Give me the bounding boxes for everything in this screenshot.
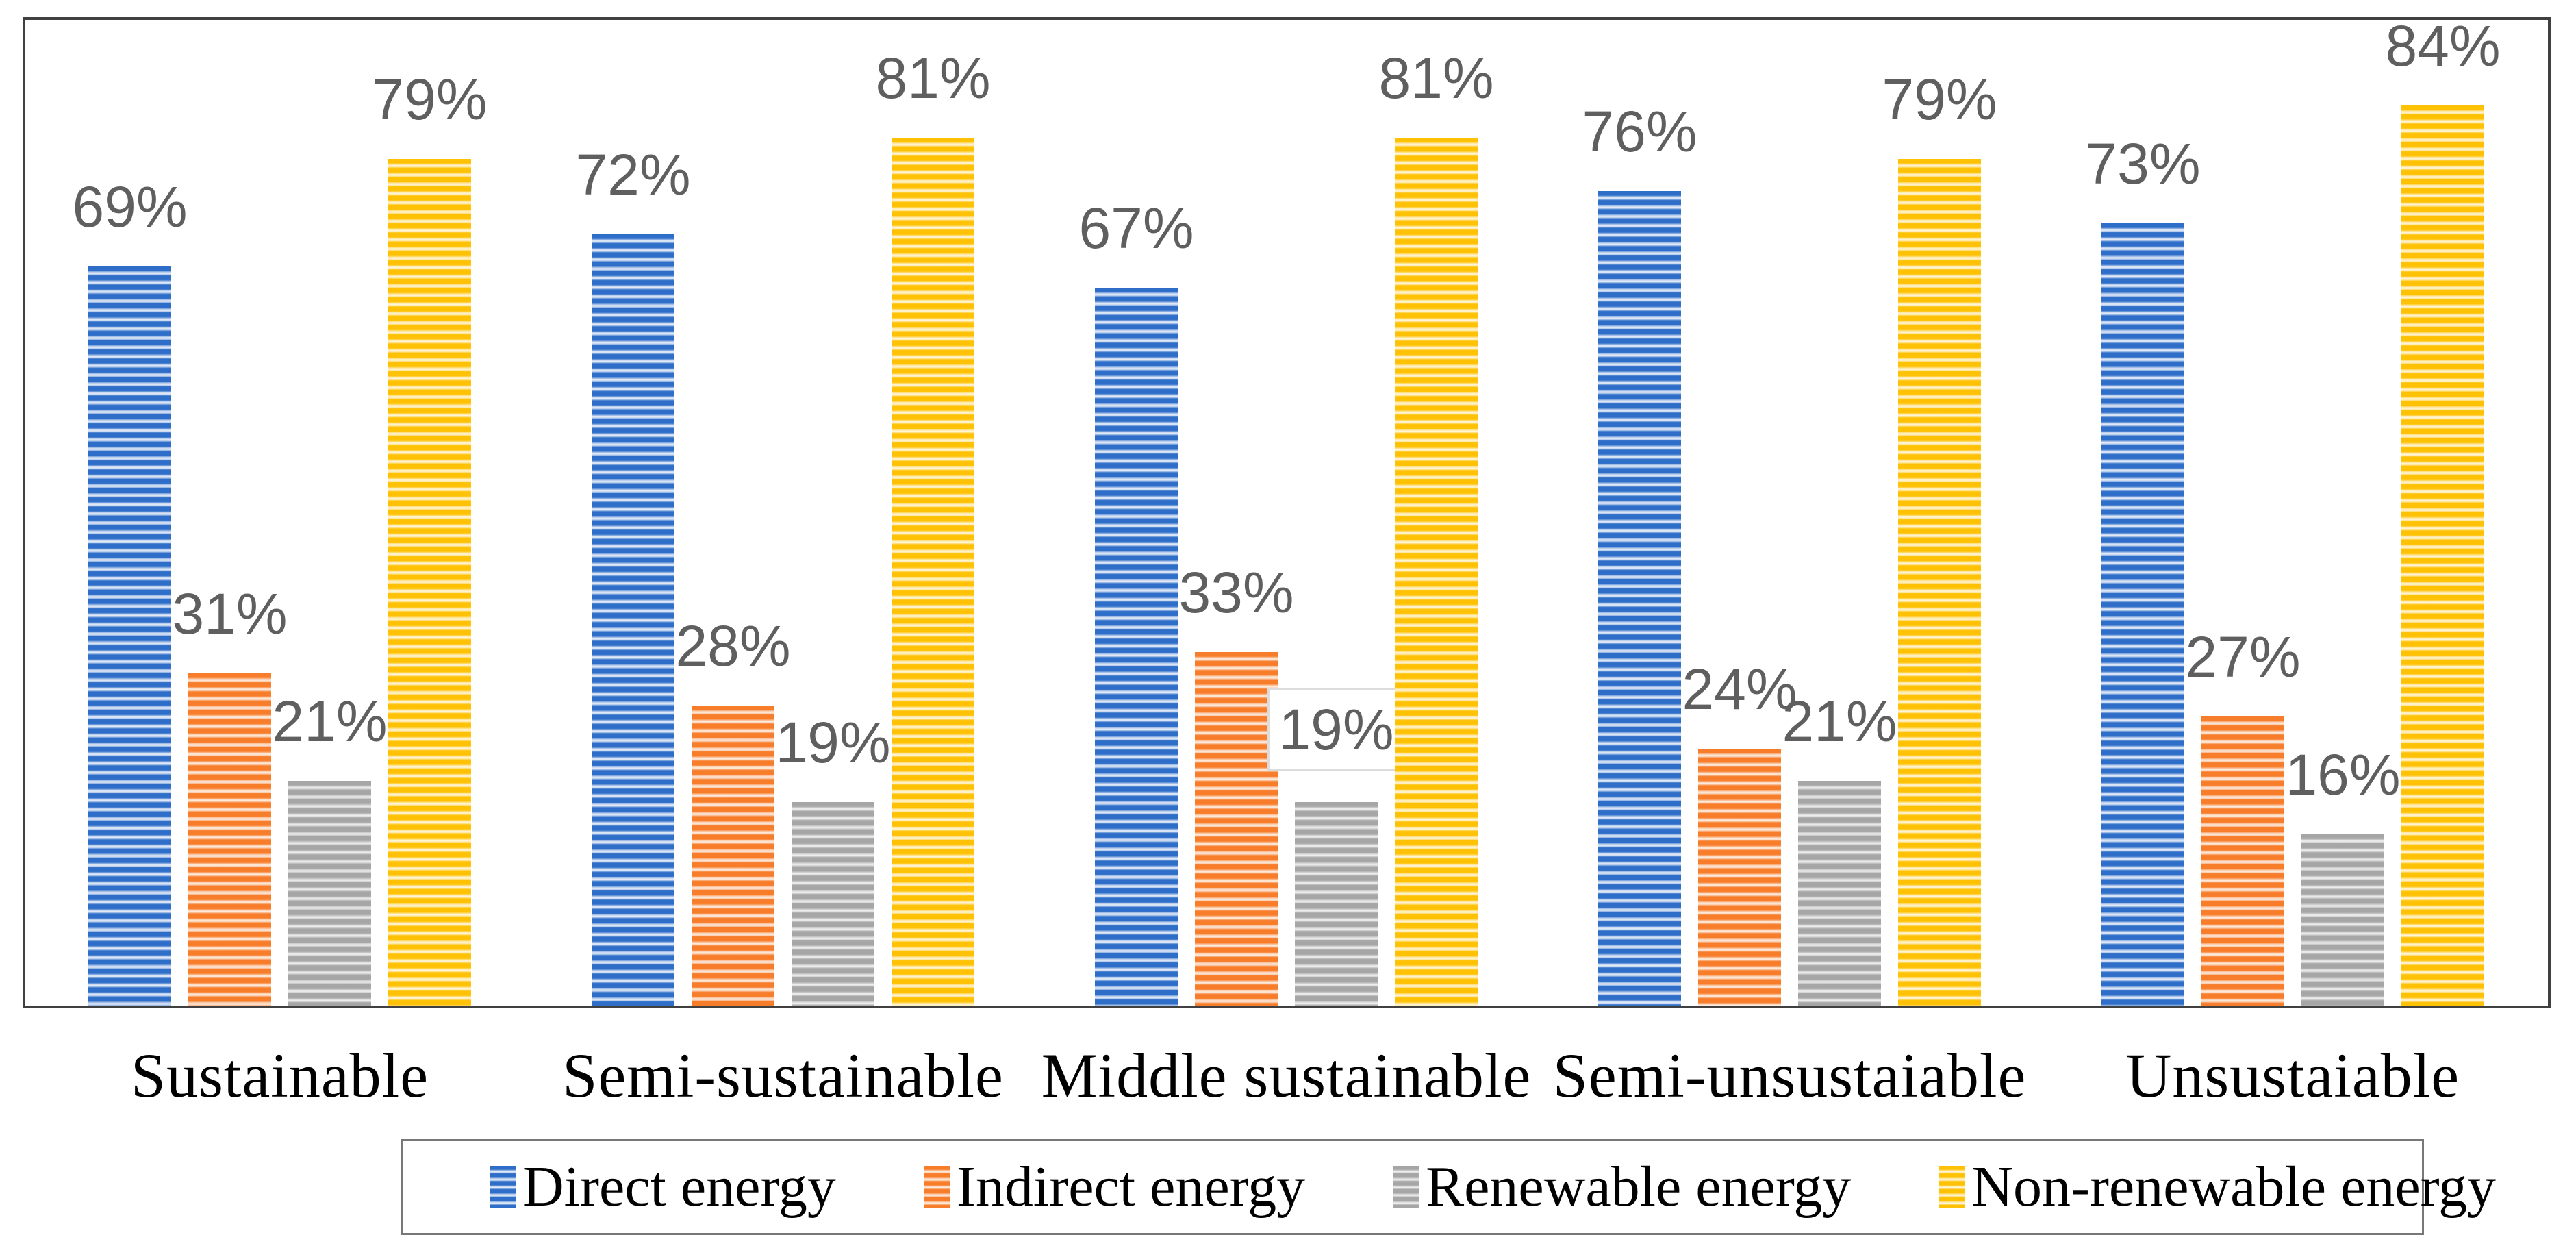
- bar: [1898, 159, 1981, 1006]
- data-label: 21%: [1782, 689, 1897, 753]
- bar: [2301, 834, 2384, 1006]
- bar: [1698, 749, 1781, 1006]
- bar: [2101, 223, 2184, 1006]
- data-label: 72%: [575, 142, 691, 207]
- data-label: 31%: [172, 582, 288, 646]
- legend-item: Non-renewable energy: [1939, 1158, 2496, 1216]
- legend-label: Renewable energy: [1426, 1155, 1852, 1219]
- data-label: 79%: [1882, 67, 1997, 132]
- data-label: 79%: [372, 67, 488, 132]
- legend-label: Indirect energy: [956, 1155, 1306, 1219]
- data-label: 81%: [1378, 46, 1494, 110]
- category-label: Middle sustainable: [1041, 1040, 1532, 1110]
- legend-item: Renewable energy: [1393, 1158, 1851, 1216]
- category-label: Sustainable: [130, 1040, 429, 1110]
- legend-item: Direct energy: [490, 1158, 836, 1216]
- legend-swatch-icon: [1393, 1166, 1419, 1208]
- bar: [2201, 716, 2284, 1006]
- bar: [792, 802, 874, 1006]
- data-label: 33%: [1178, 560, 1294, 625]
- bar: [388, 159, 471, 1006]
- category-label: Semi-sustainable: [562, 1040, 1004, 1110]
- bar: [1195, 652, 1278, 1006]
- bar: [288, 781, 371, 1006]
- bar: [1798, 781, 1881, 1006]
- legend-label: Non-renewable energy: [1971, 1155, 2497, 1219]
- data-label: 19%: [1267, 688, 1406, 771]
- data-label: 81%: [875, 46, 991, 110]
- data-label: 16%: [2285, 743, 2401, 807]
- bar: [692, 706, 774, 1006]
- legend-swatch-icon: [1939, 1166, 1965, 1208]
- data-label: 27%: [2185, 625, 2301, 689]
- data-label: 28%: [675, 614, 791, 678]
- data-label: 69%: [72, 175, 188, 239]
- bar: [892, 138, 974, 1006]
- legend: Direct energy Indirect energy Renewable en…: [401, 1139, 2496, 1235]
- data-label: 21%: [272, 689, 388, 753]
- legend-swatch-icon: [490, 1166, 516, 1208]
- data-label: 73%: [2085, 132, 2201, 196]
- data-label: 67%: [1078, 196, 1194, 260]
- legend-item: Indirect energy: [923, 1155, 1306, 1219]
- bar: [88, 266, 171, 1006]
- legend-swatch-icon: [923, 1166, 950, 1208]
- data-label: 19%: [775, 710, 891, 775]
- data-label: 24%: [1682, 657, 1797, 721]
- data-label: 76%: [1582, 99, 1697, 164]
- category-label: Unsustaiable: [2125, 1040, 2460, 1110]
- bar: [1395, 138, 1478, 1006]
- data-label: 84%: [2385, 14, 2501, 78]
- category-label: Semi-unsustaiable: [1552, 1040, 2027, 1110]
- bar: [1095, 288, 1178, 1006]
- bar: [188, 673, 271, 1006]
- bar: [1295, 802, 1378, 1006]
- legend-label: Direct energy: [522, 1155, 836, 1219]
- bar: [1598, 191, 1681, 1006]
- bar: [2401, 105, 2484, 1006]
- bar: [592, 234, 674, 1006]
